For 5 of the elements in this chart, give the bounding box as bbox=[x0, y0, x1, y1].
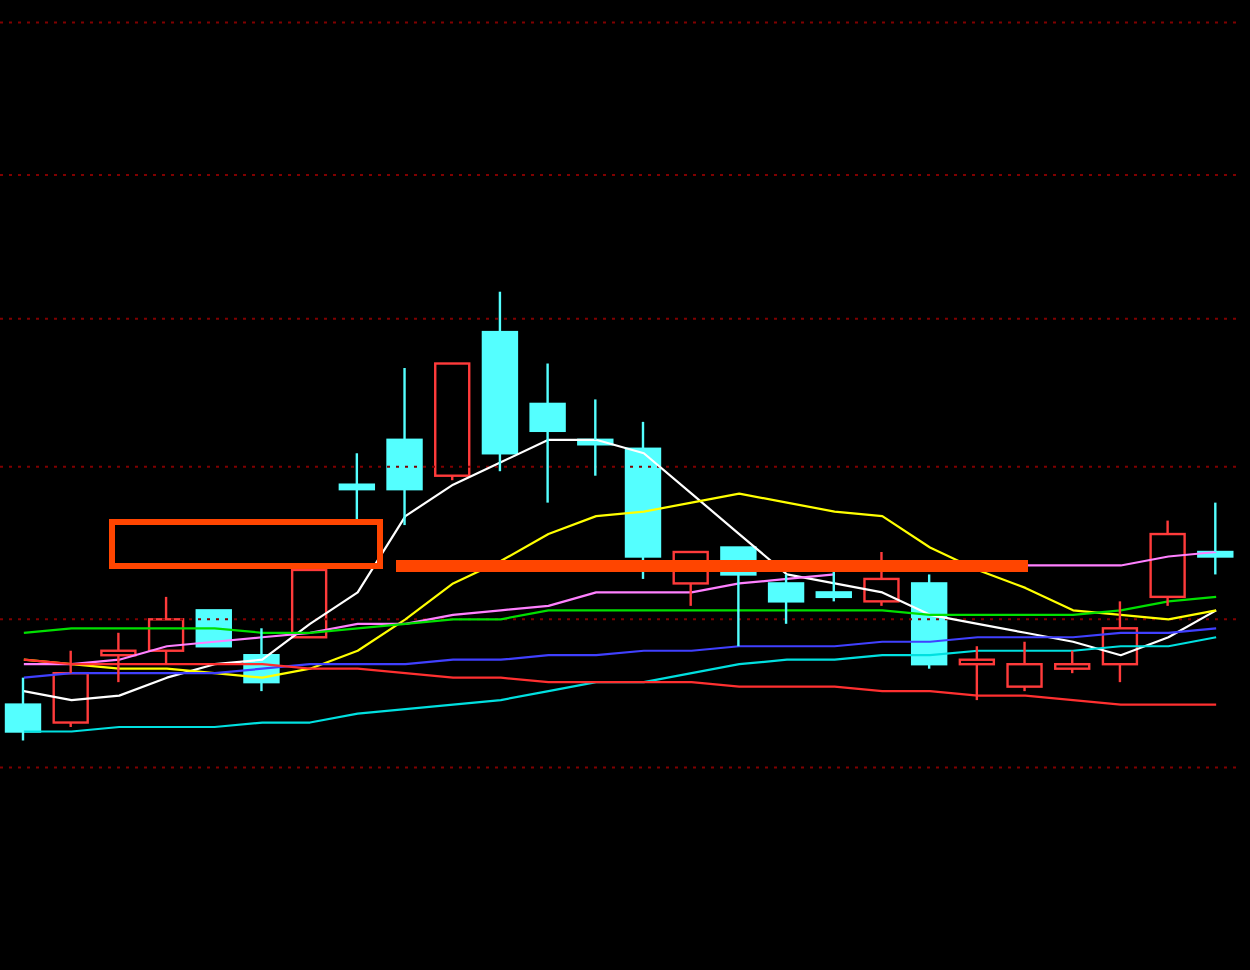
candlestick bbox=[1149, 519, 1186, 608]
candlestick bbox=[529, 362, 566, 504]
candlestick bbox=[386, 366, 423, 527]
candlestick bbox=[1006, 640, 1043, 693]
candlestick bbox=[338, 452, 376, 522]
